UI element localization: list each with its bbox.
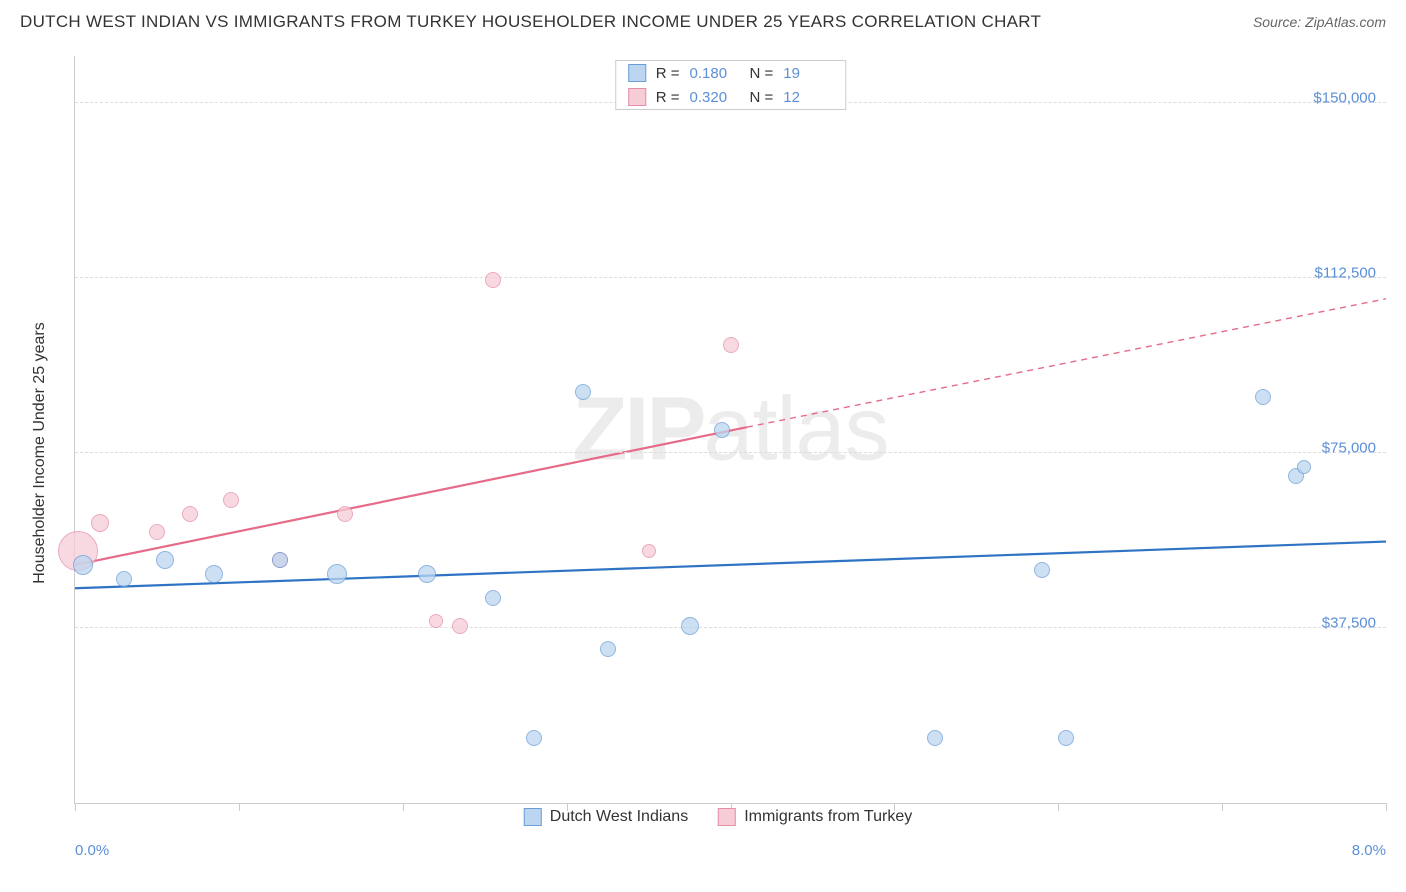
chart-header: DUTCH WEST INDIAN VS IMMIGRANTS FROM TUR… (0, 0, 1406, 40)
blue-point (526, 730, 542, 746)
blue-point (327, 564, 347, 584)
pink-point (485, 272, 501, 288)
blue-point (156, 551, 174, 569)
legend-swatch (524, 808, 542, 826)
pink-point (429, 614, 443, 628)
blue-point (681, 617, 699, 635)
pink-point (452, 618, 468, 634)
x-axis-tick (75, 803, 76, 811)
blue-point (116, 571, 132, 587)
chart-title: DUTCH WEST INDIAN VS IMMIGRANTS FROM TUR… (20, 12, 1041, 32)
blue-point (73, 555, 93, 575)
blue-point (927, 730, 943, 746)
blue-point (1034, 562, 1050, 578)
pink-point (337, 506, 353, 522)
blue-point (272, 552, 288, 568)
y-axis-tick-label: $112,500 (1315, 264, 1376, 281)
gridline (75, 277, 1386, 278)
blue-point (714, 422, 730, 438)
x-axis-tick (1222, 803, 1223, 811)
gridline (75, 452, 1386, 453)
legend-label: Immigrants from Turkey (744, 808, 912, 826)
n-value: 12 (783, 89, 833, 106)
blue-point (1297, 460, 1311, 474)
trend-line (747, 299, 1386, 427)
series-legend: Dutch West Indians Immigrants from Turkey (524, 808, 912, 826)
n-value: 19 (783, 65, 833, 82)
x-axis-tick (403, 803, 404, 811)
x-axis-max-label: 8.0% (1352, 842, 1386, 859)
stats-legend-row: R = 0.320 N = 12 (616, 85, 846, 109)
source-prefix: Source: (1253, 14, 1305, 30)
blue-point (418, 565, 436, 583)
x-axis-min-label: 0.0% (75, 842, 109, 859)
pink-point (642, 544, 656, 558)
trend-lines-svg (75, 56, 1386, 803)
blue-point (1058, 730, 1074, 746)
stats-legend: R = 0.180 N = 19 R = 0.320 N = 12 (615, 60, 847, 110)
stats-legend-row: R = 0.180 N = 19 (616, 61, 846, 85)
y-axis-title: Householder Income Under 25 years (31, 322, 49, 583)
legend-swatch (628, 64, 646, 82)
trend-line (75, 542, 1386, 589)
r-label: R = (656, 65, 680, 82)
x-axis-tick (239, 803, 240, 811)
y-axis-tick-label: $75,000 (1322, 439, 1376, 456)
legend-swatch (628, 88, 646, 106)
y-axis-tick-label: $37,500 (1322, 614, 1376, 631)
blue-point (575, 384, 591, 400)
n-label: N = (750, 65, 774, 82)
source-label: Source: ZipAtlas.com (1253, 14, 1386, 30)
pink-point (223, 492, 239, 508)
r-label: R = (656, 89, 680, 106)
pink-point (182, 506, 198, 522)
legend-item: Immigrants from Turkey (718, 808, 912, 826)
gridline (75, 627, 1386, 628)
n-label: N = (750, 89, 774, 106)
blue-point (205, 565, 223, 583)
source-site: ZipAtlas.com (1305, 14, 1386, 30)
pink-point (91, 514, 109, 532)
pink-point (149, 524, 165, 540)
r-value: 0.180 (690, 65, 740, 82)
r-value: 0.320 (690, 89, 740, 106)
legend-swatch (718, 808, 736, 826)
x-axis-tick (1058, 803, 1059, 811)
blue-point (485, 590, 501, 606)
y-axis-tick-label: $150,000 (1313, 89, 1376, 106)
blue-point (600, 641, 616, 657)
plot-area: ZIPatlas R =0.180N =19R =0.320N =12 0.0%… (74, 56, 1386, 804)
legend-label: Dutch West Indians (550, 808, 688, 826)
x-axis-tick (1386, 803, 1387, 811)
legend-item: Dutch West Indians (524, 808, 688, 826)
blue-point (1255, 389, 1271, 405)
chart-container: Householder Income Under 25 years ZIPatl… (50, 56, 1386, 832)
pink-point (723, 337, 739, 353)
